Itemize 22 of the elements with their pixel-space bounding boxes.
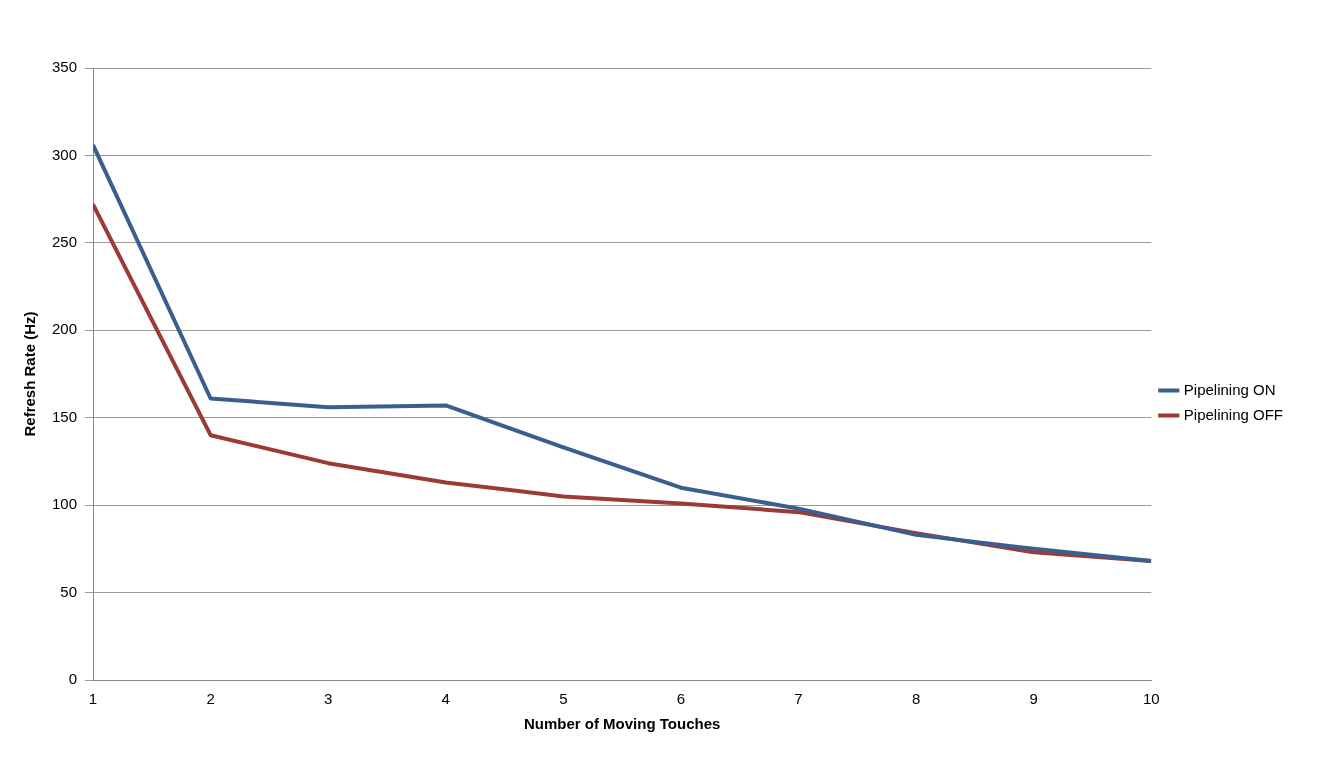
x-axis-title: Number of Moving Touches [523,715,721,733]
y-tick-label: 100 [52,495,78,513]
legend-label: Pipelining OFF [1183,405,1284,423]
x-tick-label: 7 [794,690,803,708]
y-tick-label: 350 [52,58,78,76]
y-axis-title: Refresh Rate (Hz) [21,311,39,437]
y-tick-label: 50 [60,582,78,600]
y-tick-label: 200 [52,320,78,338]
y-tick-label: 250 [52,233,78,250]
x-tick-label: 2 [206,690,215,708]
x-tick-label: 3 [324,690,333,708]
y-tick-label: 0 [68,670,78,688]
y-tick-label: 300 [52,145,78,163]
legend-label: Pipelining ON [1183,380,1276,398]
y-tick-label: 150 [52,407,78,425]
x-tick-label: 1 [88,690,98,708]
x-tick-label: 4 [441,690,450,708]
x-tick-label: 8 [911,690,921,708]
x-tick-label: 9 [1029,690,1038,708]
x-tick-label: 10 [1142,690,1160,708]
x-tick-label: 5 [559,690,568,708]
x-tick-label: 6 [676,690,686,708]
